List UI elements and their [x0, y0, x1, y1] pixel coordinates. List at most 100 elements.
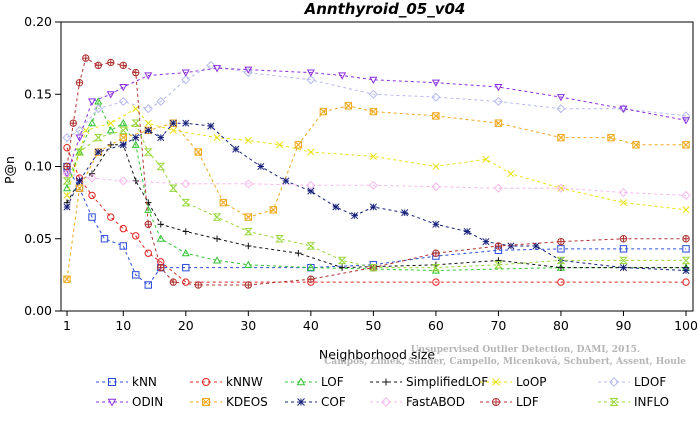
- x-axis-label: Neighborhood size: [319, 347, 436, 362]
- data-point: [194, 281, 203, 289]
- data-point: [82, 126, 90, 134]
- legend-label: LoOP: [516, 375, 547, 389]
- y-tick-label: 0.10: [24, 159, 52, 174]
- x-axis: 1 10 20 30 40 50 60 70 80 90 100: [63, 311, 698, 333]
- data-point: [63, 162, 71, 171]
- y-tick-label: 0.00: [24, 303, 52, 318]
- legend-label: LOF: [321, 375, 344, 389]
- data-point: [245, 242, 252, 250]
- data-point: [619, 245, 628, 253]
- data-point: [156, 96, 166, 107]
- legend-item: kNNW: [190, 375, 263, 389]
- data-point: [75, 147, 84, 156]
- series-layer: [62, 54, 691, 289]
- data-point: [618, 187, 629, 198]
- data-point: [100, 235, 109, 243]
- data-point: [431, 263, 441, 272]
- data-point: [368, 180, 378, 190]
- data-point: [119, 242, 127, 250]
- data-point: [557, 237, 565, 246]
- series-ldf: [63, 54, 690, 289]
- data-point: [243, 68, 253, 78]
- series-ldof: [62, 60, 691, 143]
- data-point: [557, 264, 565, 271]
- data-point: [306, 180, 316, 190]
- data-point: [332, 203, 340, 211]
- data-point: [94, 97, 103, 105]
- legend-label: INFLO: [634, 395, 669, 409]
- data-point: [132, 177, 139, 185]
- data-point: [257, 162, 265, 171]
- legend-item: KDEOS: [190, 395, 268, 409]
- data-point: [132, 134, 140, 142]
- legend-label: kNN: [132, 375, 157, 389]
- legend-swatch-marker: [296, 377, 306, 386]
- data-point: [131, 140, 140, 148]
- data-point: [351, 212, 359, 220]
- series-line: [66, 122, 686, 269]
- data-point: [369, 107, 378, 116]
- data-point: [482, 155, 490, 163]
- x-tick-label: 100: [674, 318, 698, 333]
- data-point: [368, 89, 378, 99]
- data-point: [619, 256, 628, 265]
- series-inflo: [62, 119, 691, 272]
- series-line: [66, 64, 687, 139]
- legend-label: ODIN: [132, 395, 163, 409]
- data-point: [87, 118, 97, 127]
- data-point: [344, 102, 353, 110]
- y-tick-label: 0.05: [24, 231, 52, 246]
- data-point: [681, 117, 691, 125]
- data-point: [557, 133, 565, 142]
- data-point: [156, 162, 166, 171]
- data-point: [181, 69, 190, 77]
- data-point: [182, 119, 190, 127]
- data-point: [144, 249, 152, 257]
- data-point: [119, 83, 128, 92]
- data-point: [119, 133, 127, 142]
- data-point: [75, 177, 84, 185]
- credit-line-1: Campos, Zimek, Sander, Campello, Micenko…: [324, 356, 686, 367]
- data-point: [182, 278, 190, 286]
- data-point: [557, 278, 565, 286]
- data-point: [307, 275, 315, 283]
- data-point: [107, 119, 115, 127]
- data-point: [213, 256, 222, 264]
- data-point: [306, 69, 315, 77]
- legend-label: kNNW: [226, 375, 263, 389]
- data-point: [306, 75, 316, 85]
- data-point: [144, 119, 152, 127]
- data-point: [306, 242, 316, 250]
- legend-item: SimplifiedLOF: [370, 375, 488, 389]
- data-point: [181, 75, 191, 85]
- legend-swatch-marker: [202, 398, 210, 406]
- legend-swatch-marker: [108, 378, 116, 386]
- data-point: [132, 232, 140, 240]
- data-point: [681, 256, 691, 265]
- data-point: [181, 198, 191, 207]
- legend-item: kNN: [96, 375, 157, 389]
- data-point: [62, 177, 72, 185]
- data-point: [619, 235, 628, 243]
- data-point: [181, 179, 191, 189]
- data-point: [269, 206, 278, 214]
- data-point: [181, 248, 190, 257]
- data-point: [62, 133, 72, 143]
- data-point: [213, 235, 221, 242]
- data-point: [106, 126, 115, 134]
- data-point: [118, 126, 128, 135]
- data-point: [213, 134, 221, 142]
- data-point: [157, 263, 165, 272]
- data-point: [401, 209, 409, 217]
- data-point: [556, 256, 566, 265]
- data-point: [157, 221, 164, 228]
- data-point: [94, 148, 102, 156]
- data-point: [156, 234, 165, 242]
- data-point: [432, 249, 440, 257]
- data-point: [619, 105, 628, 113]
- data-point: [432, 112, 440, 120]
- data-point: [118, 96, 128, 107]
- data-point: [119, 141, 127, 149]
- data-point: [144, 220, 152, 229]
